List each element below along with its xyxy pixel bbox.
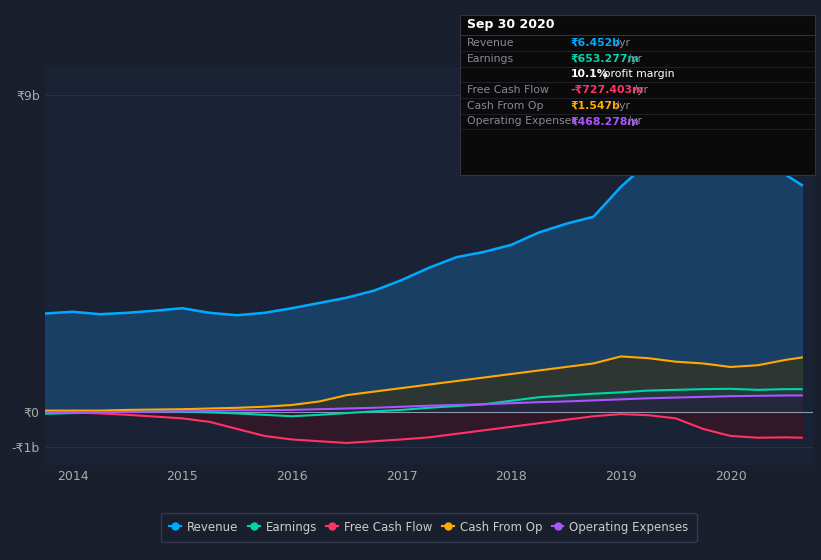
Text: 10.1%: 10.1%: [571, 69, 608, 80]
Text: ₹468.278m: ₹468.278m: [571, 116, 640, 127]
Text: /yr: /yr: [624, 54, 642, 64]
Text: /yr: /yr: [630, 85, 648, 95]
Text: /yr: /yr: [624, 116, 642, 127]
Legend: Revenue, Earnings, Free Cash Flow, Cash From Op, Operating Expenses: Revenue, Earnings, Free Cash Flow, Cash …: [161, 513, 697, 543]
Text: -₹727.403m: -₹727.403m: [571, 85, 644, 95]
Text: Operating Expenses: Operating Expenses: [466, 116, 576, 127]
Text: profit margin: profit margin: [600, 69, 675, 80]
Text: ₹6.452b: ₹6.452b: [571, 38, 621, 48]
Text: ₹653.277m: ₹653.277m: [571, 54, 640, 64]
Text: Cash From Op: Cash From Op: [466, 101, 543, 111]
Text: ₹1.547b: ₹1.547b: [571, 101, 621, 111]
Text: Free Cash Flow: Free Cash Flow: [466, 85, 548, 95]
Text: /yr: /yr: [612, 38, 631, 48]
Text: Revenue: Revenue: [466, 38, 514, 48]
Text: /yr: /yr: [612, 101, 631, 111]
Text: Earnings: Earnings: [466, 54, 514, 64]
Text: Sep 30 2020: Sep 30 2020: [466, 18, 554, 31]
